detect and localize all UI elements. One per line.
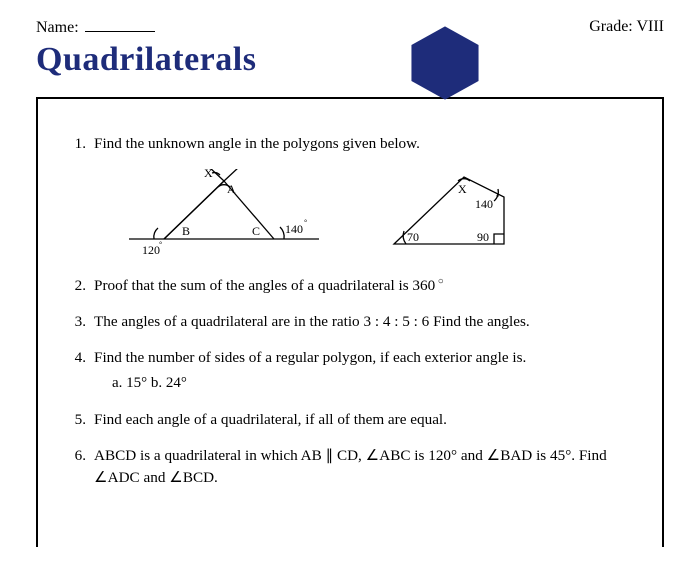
q-number: 3. xyxy=(64,311,86,333)
q-number: 4. xyxy=(64,347,86,395)
q-text: Find each angle of a quadrilateral, if a… xyxy=(94,409,636,431)
diagram-2: X 140 70 90 ° xyxy=(374,169,524,259)
q-text: Proof that the sum of the angles of a qu… xyxy=(94,275,636,297)
svg-text:°: ° xyxy=(159,240,162,249)
question-6: 6. ABCD is a quadrilateral in which AB ∥… xyxy=(64,445,636,489)
hexagon-icon xyxy=(406,24,484,107)
q4-subopts: a. 15° b. 24° xyxy=(112,373,636,395)
question-5: 5. Find each angle of a quadrilateral, i… xyxy=(64,409,636,431)
title-row: Quadrilaterals xyxy=(36,41,664,79)
d1-label-B: B xyxy=(182,224,190,238)
question-3: 3. The angles of a quadrilateral are in … xyxy=(64,311,636,333)
q-text: ABCD is a quadrilateral in which AB ∥ CD… xyxy=(94,445,636,489)
q-text: Find the unknown angle in the polygons g… xyxy=(94,133,636,155)
d1-label-A: A xyxy=(227,182,236,196)
d1-label-120: 120 xyxy=(142,243,160,257)
grade-label: Grade: xyxy=(589,18,633,35)
d1-label-C: C xyxy=(252,224,260,238)
svg-text:°: ° xyxy=(304,218,307,227)
d2-label-x: X xyxy=(458,182,467,196)
name-label: Name: xyxy=(36,19,79,37)
name-input-line[interactable] xyxy=(85,18,155,32)
d1-label-140: 140 xyxy=(285,222,303,236)
q-text: The angles of a quadrilateral are in the… xyxy=(94,311,636,333)
q-number: 1. xyxy=(64,133,86,155)
questions-box: 1. Find the unknown angle in the polygon… xyxy=(36,97,664,547)
d2-label-90: 90 xyxy=(477,230,489,244)
name-block: Name: xyxy=(36,18,155,37)
diagram-1: X A B C 120 140 ° ° xyxy=(124,169,324,259)
q-number: 6. xyxy=(64,445,86,489)
question-4: 4. Find the number of sides of a regular… xyxy=(64,347,636,395)
question-2: 2. Proof that the sum of the angles of a… xyxy=(64,275,636,297)
grade-block: Grade: VIII xyxy=(589,18,664,36)
question-1: 1. Find the unknown angle in the polygon… xyxy=(64,133,636,155)
d2-label-70: 70 xyxy=(407,230,419,244)
grade-value: VIII xyxy=(636,18,664,35)
worksheet-page: Name: Grade: VIII Quadrilaterals 1. Find… xyxy=(0,0,700,547)
q-text: Find the number of sides of a regular po… xyxy=(94,347,636,395)
d1-label-x: X xyxy=(204,169,213,180)
q-number: 2. xyxy=(64,275,86,297)
diagram-row: X A B C 120 140 ° ° xyxy=(124,169,636,259)
q-number: 5. xyxy=(64,409,86,431)
degree-symbol: ○ xyxy=(435,276,444,287)
d2-label-140: 140 xyxy=(475,197,493,211)
header-row: Name: Grade: VIII xyxy=(36,18,664,37)
svg-text:°: ° xyxy=(496,193,499,202)
page-title: Quadrilaterals xyxy=(36,41,256,79)
